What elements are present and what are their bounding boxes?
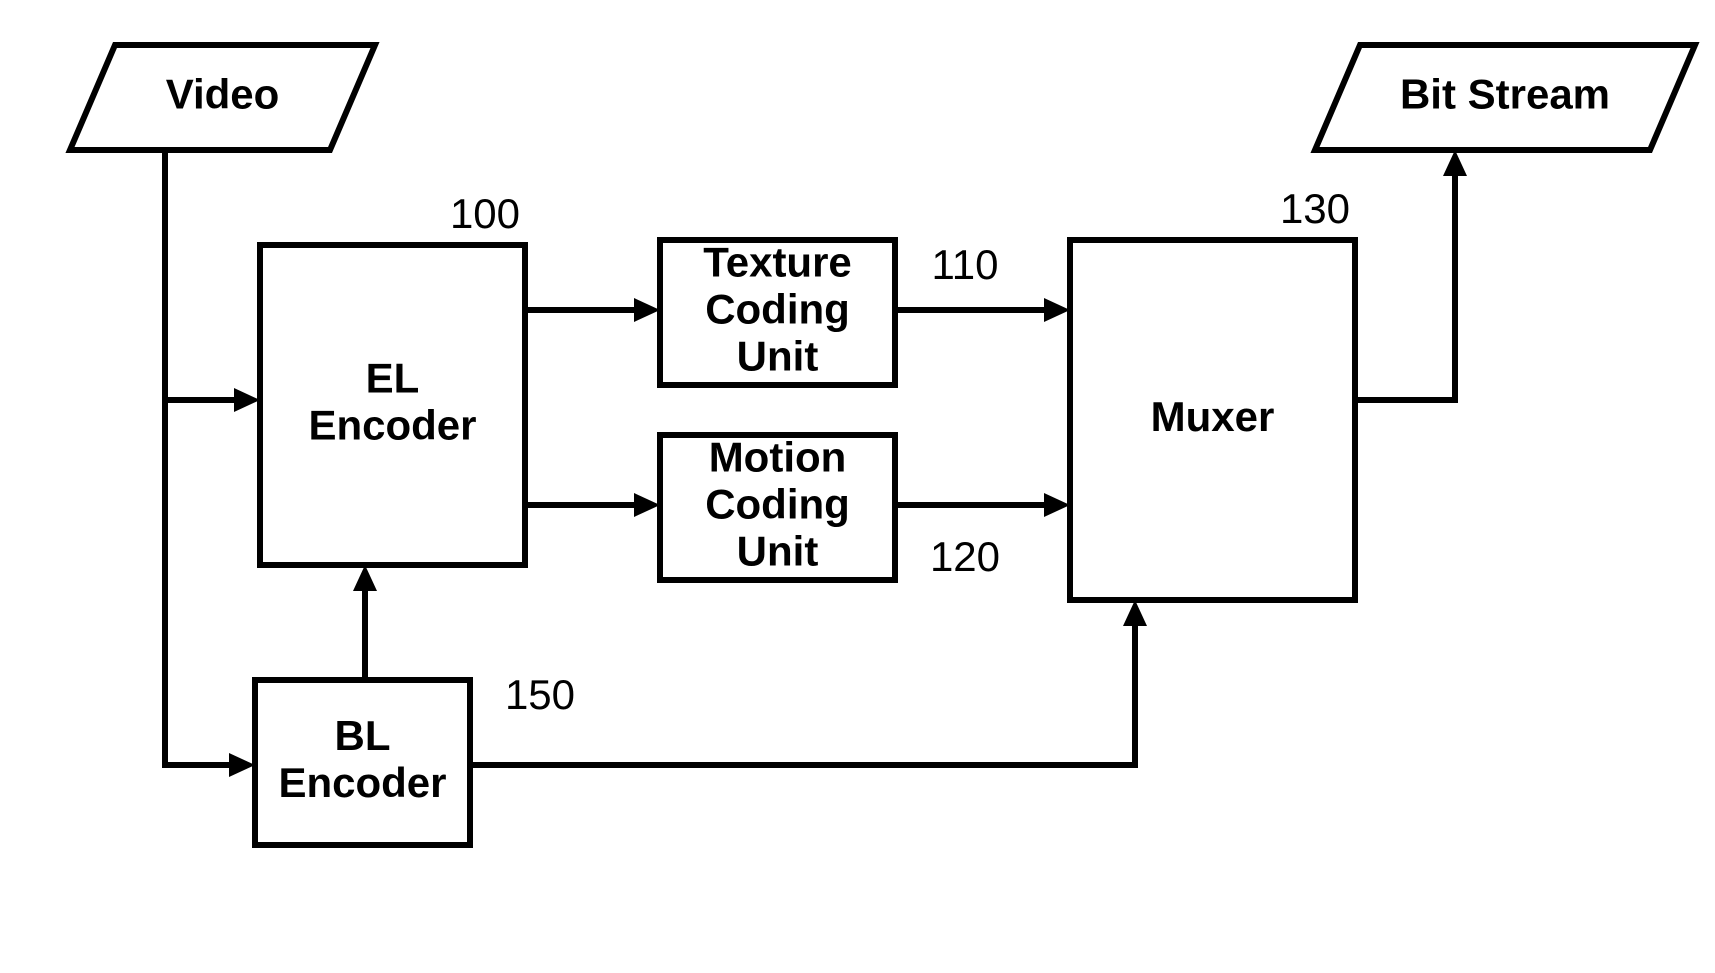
mot-label: Motion <box>709 434 847 481</box>
bl-label: Encoder <box>278 759 446 806</box>
mot-label: Unit <box>737 528 819 575</box>
video-label: Video <box>166 71 280 118</box>
bl-ref: 150 <box>505 671 575 718</box>
tex-label: Unit <box>737 333 819 380</box>
edge-8 <box>1355 166 1455 400</box>
bitstream-label: Bit Stream <box>1400 71 1610 118</box>
mot-ref: 120 <box>930 533 1000 580</box>
el-label: EL <box>366 355 420 402</box>
mux-ref: 130 <box>1280 185 1350 232</box>
mot-label: Coding <box>705 481 850 528</box>
mux-label: Muxer <box>1151 393 1275 440</box>
edge-0 <box>165 150 244 400</box>
bl-label: BL <box>335 712 391 759</box>
edge-1 <box>165 400 239 765</box>
el-label: Encoder <box>308 402 476 449</box>
el-ref: 100 <box>450 190 520 237</box>
tex-ref: 110 <box>932 241 999 288</box>
tex-label: Coding <box>705 286 850 333</box>
tex-label: Texture <box>703 239 852 286</box>
